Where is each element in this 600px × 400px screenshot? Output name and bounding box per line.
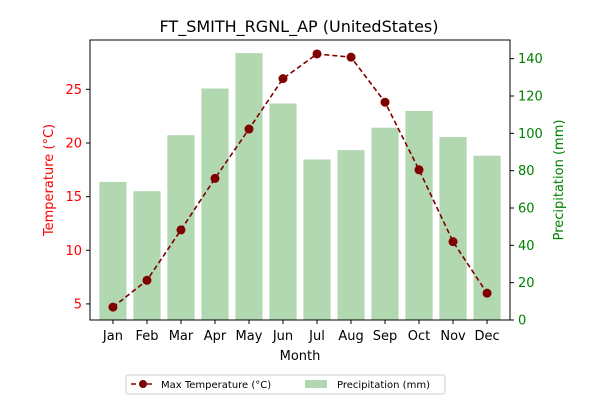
precip-bar-oct [405, 110, 433, 320]
temp-point-sep [380, 97, 390, 107]
legend-line-marker [139, 380, 147, 388]
y-right-tick-label-100: 100 [518, 127, 543, 142]
y-left-tick-label-5: 5 [74, 297, 82, 312]
x-tick-label-jan: Jan [102, 329, 123, 344]
y-right-tick-label-140: 140 [518, 52, 543, 67]
x-tick-label-mar: Mar [169, 329, 194, 344]
x-tick-label-nov: Nov [440, 329, 466, 344]
precip-bar-jul [303, 159, 331, 320]
temp-point-jul [312, 49, 322, 59]
precip-bar-sep [371, 127, 399, 320]
precip-bar-jun [269, 103, 297, 320]
x-tick-label-apr: Apr [204, 329, 227, 344]
y-right-tick-label-20: 20 [518, 276, 535, 291]
temp-point-nov [448, 237, 458, 247]
x-tick-label-dec: Dec [474, 329, 499, 344]
temperature-line [112, 53, 488, 308]
x-tick-label-feb: Feb [135, 329, 158, 344]
y-left-tick-label-10: 10 [65, 244, 82, 259]
x-tick-label-jun: Jun [272, 329, 293, 344]
precip-bar-jan [99, 181, 127, 320]
precip-bar-may [235, 53, 263, 321]
x-tick-label-may: May [236, 329, 263, 344]
temp-point-jun [278, 74, 288, 84]
temperature-line-layer [108, 49, 492, 312]
temp-point-mar [176, 225, 186, 235]
temp-point-oct [414, 165, 424, 175]
y-left-tick-label-15: 15 [65, 190, 82, 205]
precip-bar-apr [201, 88, 229, 321]
temp-point-may [244, 124, 254, 134]
x-tick-label-sep: Sep [373, 329, 398, 344]
legend-bar-swatch [305, 380, 327, 388]
y-left-tick-label-25: 25 [65, 83, 82, 98]
y-axis-left-label: Temperature (°C) [42, 124, 57, 237]
x-tick-label-aug: Aug [338, 329, 363, 344]
precipitation-bars [99, 53, 501, 321]
temp-point-jan [108, 302, 118, 312]
y-axis-right-label: Precipitation (mm) [552, 120, 567, 241]
plot-frame [89, 39, 511, 321]
legend-label-temperature: Max Temperature (°C) [161, 380, 271, 391]
temp-point-feb [142, 275, 152, 285]
x-axis: Jan Feb Mar Apr May Jun Jul Aug Sep Oct Nov Dec [102, 320, 500, 344]
temp-point-aug [346, 52, 356, 62]
y-right-tick-label-40: 40 [518, 239, 535, 254]
legend-label-precipitation: Precipitation (mm) [337, 380, 430, 391]
y-right-tick-label-80: 80 [518, 164, 535, 179]
y-axis-right: 0 20 40 60 80 100 120 140 [510, 52, 543, 329]
legend-frame [125, 374, 446, 395]
x-axis-label: Month [280, 349, 321, 364]
precip-bar-aug [337, 150, 365, 320]
y-axis-left: 5 10 15 20 25 [65, 83, 90, 312]
y-left-tick-label-20: 20 [65, 136, 82, 151]
y-right-tick-label-0: 0 [518, 314, 526, 329]
x-tick-label-jul: Jul [308, 329, 325, 344]
y-right-tick-label-120: 120 [518, 90, 543, 105]
temp-point-apr [210, 173, 220, 183]
legend: Max Temperature (°C) Precipitation (mm) [125, 374, 446, 395]
temp-point-dec [482, 288, 492, 298]
y-right-tick-label-60: 60 [518, 202, 535, 217]
chart-title: FT_SMITH_RGNL_AP (UnitedStates) [160, 17, 439, 37]
precip-bar-nov [439, 137, 467, 320]
precip-bar-feb [133, 191, 161, 320]
x-tick-label-oct: Oct [408, 329, 430, 344]
